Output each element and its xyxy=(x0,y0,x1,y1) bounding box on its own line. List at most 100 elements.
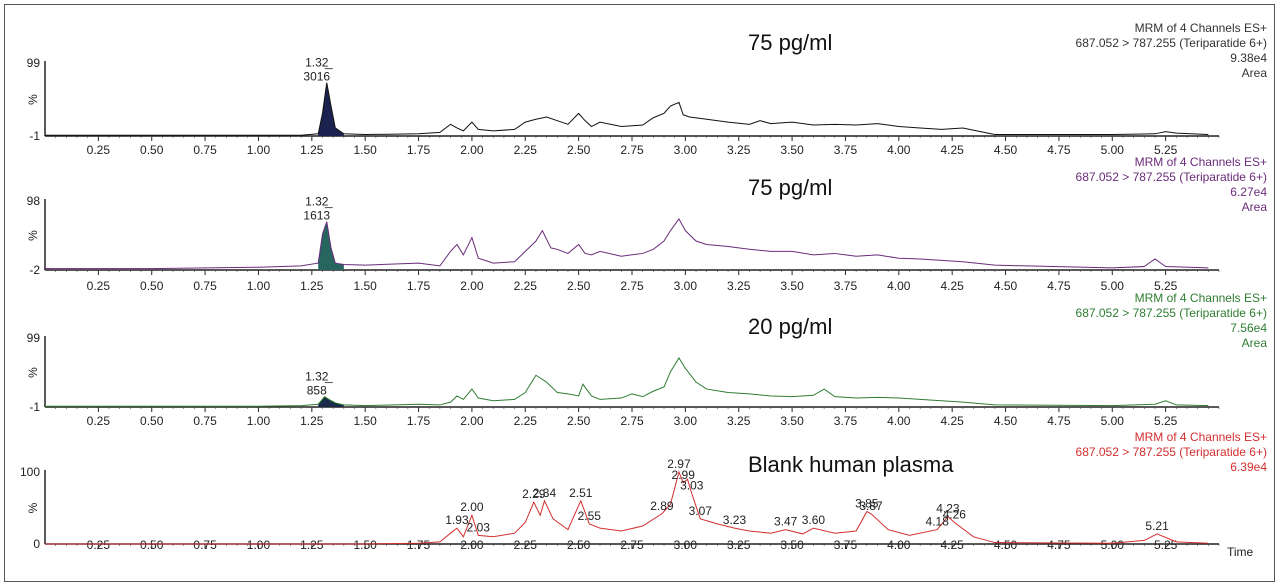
x-tick-label: 2.75 xyxy=(620,143,644,157)
channel-header-line: 687.052 > 787.255 (Teriparatide 6+) xyxy=(1076,36,1267,50)
peak-label: 2.97 xyxy=(667,457,691,471)
channel-header-line: 9.38e4 xyxy=(1230,51,1267,65)
y-percent-label: % xyxy=(26,502,40,513)
x-tick-label: 4.25 xyxy=(941,414,965,428)
channel-header-line: 6.27e4 xyxy=(1230,185,1267,199)
panel-title: 75 pg/ml xyxy=(748,175,832,200)
x-tick-label: 4.00 xyxy=(887,414,911,428)
peak-label: 2.34 xyxy=(533,486,557,500)
x-tick-label: 3.50 xyxy=(780,279,804,293)
channel-header-line: 7.56e4 xyxy=(1230,321,1267,335)
peak-label: 3.85 xyxy=(855,497,879,511)
x-tick-label: 4.50 xyxy=(994,414,1018,428)
x-tick-label: 1.50 xyxy=(354,143,378,157)
x-tick-label: 2.25 xyxy=(514,143,538,157)
chromatogram-stack: 99% -1 0.25 0.50 0.75 1.00 1.25 1.50 1.75 2.00 2.2… xyxy=(20,21,1267,559)
x-tick-label: 0.50 xyxy=(140,143,164,157)
peak-label: 4.23 xyxy=(936,502,960,516)
y-max-label: 99 xyxy=(27,56,41,70)
x-tick-label: 0.25 xyxy=(87,414,111,428)
x-tick-label: 2.25 xyxy=(514,279,538,293)
x-tick-label: 3.50 xyxy=(780,414,804,428)
peak-rt-label: 1.32 xyxy=(305,195,329,209)
x-tick-label: 1.50 xyxy=(354,414,378,428)
peak-label: 3.47 xyxy=(774,515,798,529)
peak-label: 2.55 xyxy=(578,509,602,523)
peak-label: 2.99 xyxy=(672,468,696,482)
chromatogram-panel-4: 100%0 0.25 0.50 0.75 1.00 1.25 1.50 1.75 2.00 2.2… xyxy=(20,430,1267,559)
x-tick-label: 5.25 xyxy=(1154,414,1178,428)
x-tick-label: 4.50 xyxy=(994,279,1018,293)
x-tick-label: 4.00 xyxy=(887,143,911,157)
x-tick-label: 1.50 xyxy=(354,279,378,293)
x-tick-label: 4.75 xyxy=(1047,143,1071,157)
x-tick-label: 1.75 xyxy=(407,279,431,293)
channel-header-line: 687.052 > 787.255 (Teriparatide 6+) xyxy=(1076,445,1267,459)
x-tick-label: 2.50 xyxy=(567,414,591,428)
peak-label: 5.21 xyxy=(1145,519,1169,533)
x-tick-label: 5.00 xyxy=(1101,279,1125,293)
x-tick-label: 2.50 xyxy=(567,279,591,293)
x-tick-label: 0.75 xyxy=(193,414,217,428)
peak-area-label: 3016 xyxy=(303,70,330,84)
y-percent-label: % xyxy=(26,94,40,105)
integrated-peak-area xyxy=(318,82,344,136)
y-min-label: 0 xyxy=(33,537,40,551)
panel-title: Blank human plasma xyxy=(748,452,954,477)
x-tick-label: 4.00 xyxy=(887,279,911,293)
x-tick-label: 5.00 xyxy=(1101,143,1125,157)
x-tick-label: 0.75 xyxy=(193,279,217,293)
peak-label: 2.29 xyxy=(522,487,546,501)
x-tick-label: 1.25 xyxy=(300,143,324,157)
chromatogram-trace xyxy=(45,218,1209,270)
peak-label: 4.18 xyxy=(926,515,950,529)
x-tick-label: 1.25 xyxy=(300,279,324,293)
x-tick-label: 1.75 xyxy=(407,414,431,428)
peak-rt-label: 1.32 xyxy=(305,56,329,70)
channel-header-line: Area xyxy=(1242,200,1268,214)
x-tick-label: 3.75 xyxy=(834,414,858,428)
x-tick-label: 1.75 xyxy=(407,143,431,157)
panel-title: 20 pg/ml xyxy=(748,314,832,339)
chromatogram-trace xyxy=(45,357,1209,407)
chromatogram-panel-2: 98% -2 0.25 0.50 0.75 1.00 1.25 1.50 1.75 2.00 2.2… xyxy=(26,155,1267,293)
channel-header-line: 687.052 > 787.255 (Teriparatide 6+) xyxy=(1076,170,1267,184)
channel-header-line: MRM of 4 Channels ES+ xyxy=(1135,21,1267,35)
x-tick-label: 4.25 xyxy=(941,143,965,157)
x-tick-label: 2.75 xyxy=(620,279,644,293)
channel-header-line: Area xyxy=(1242,336,1268,350)
x-tick-label: 3.00 xyxy=(674,414,698,428)
peak-label: 3.60 xyxy=(802,513,826,527)
peak-rt-label: 1.32 xyxy=(305,370,329,384)
panel-title: 75 pg/ml xyxy=(748,30,832,55)
peak-label: 2.03 xyxy=(467,520,491,534)
chromatogram-panel-3: 99% -1 0.25 0.50 0.75 1.00 1.25 1.50 1.75 2.00 2.2… xyxy=(26,291,1267,428)
x-tick-label: 0.25 xyxy=(87,279,111,293)
peak-area-label: 858 xyxy=(307,384,327,398)
y-percent-label: % xyxy=(26,230,40,241)
y-min-label: -1 xyxy=(29,400,40,414)
y-min-label: -2 xyxy=(29,263,40,277)
x-tick-label: 5.00 xyxy=(1101,414,1125,428)
x-axis-label: Time xyxy=(1227,545,1254,559)
x-tick-label: 3.75 xyxy=(834,279,858,293)
channel-header-line: Area xyxy=(1242,66,1268,80)
x-tick-label: 1.25 xyxy=(300,414,324,428)
x-tick-label: 3.25 xyxy=(727,143,751,157)
peak-label: 2.89 xyxy=(650,499,674,513)
peak-label: 1.93 xyxy=(445,513,469,527)
peak-area-label: 1613 xyxy=(303,209,330,223)
x-tick-label: 3.25 xyxy=(727,414,751,428)
channel-header-line: MRM of 4 Channels ES+ xyxy=(1135,430,1267,444)
x-tick-label: 0.50 xyxy=(140,279,164,293)
x-tick-label: 1.00 xyxy=(247,143,271,157)
peak-label: 3.03 xyxy=(680,479,704,493)
x-tick-label: 2.00 xyxy=(460,279,484,293)
chromatogram-figure: 99% -1 0.25 0.50 0.75 1.00 1.25 1.50 1.75 2.00 2.2… xyxy=(4,4,1275,582)
x-tick-label: 2.00 xyxy=(460,143,484,157)
x-tick-label: 0.50 xyxy=(140,414,164,428)
x-tick-label: 0.25 xyxy=(87,143,111,157)
chromatogram-panel-1: 99% -1 0.25 0.50 0.75 1.00 1.25 1.50 1.75 2.00 2.2… xyxy=(26,21,1267,157)
x-tick-label: 2.75 xyxy=(620,414,644,428)
chromatogram-trace xyxy=(45,470,1209,545)
